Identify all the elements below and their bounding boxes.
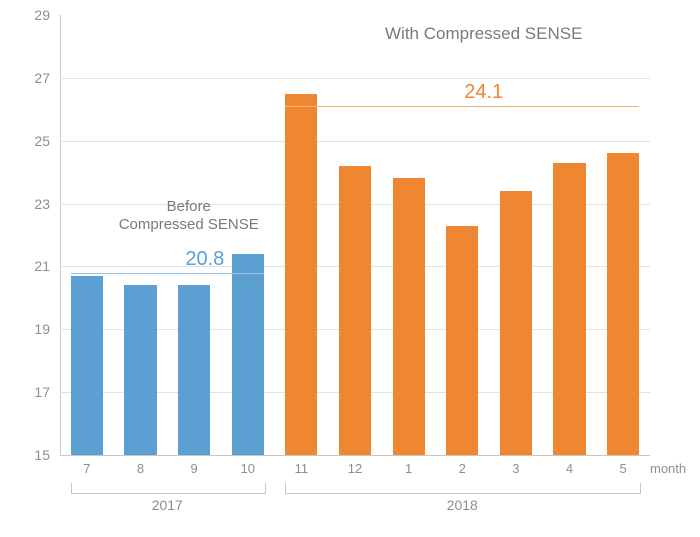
y-tick-label: 29 xyxy=(34,7,60,23)
bar-orange xyxy=(393,178,425,455)
y-tick-label: 21 xyxy=(34,258,60,274)
section-label: With Compressed SENSE xyxy=(385,24,582,44)
section-label: BeforeCompressed SENSE xyxy=(119,198,259,234)
bar-orange xyxy=(446,226,478,455)
avg-value-label: 20.8 xyxy=(185,248,224,271)
x-group-label: 2018 xyxy=(447,497,478,513)
y-tick-label: 25 xyxy=(34,133,60,149)
x-tick-label: 11 xyxy=(295,455,309,476)
x-tick-label: 5 xyxy=(620,455,627,476)
x-tick-label: 8 xyxy=(137,455,144,476)
y-axis-line xyxy=(60,15,61,455)
x-group-bracket xyxy=(285,483,641,494)
x-group-label: 2017 xyxy=(152,497,183,513)
bar-blue xyxy=(71,276,103,455)
x-tick-label: 3 xyxy=(512,455,519,476)
x-tick-label: 9 xyxy=(190,455,197,476)
x-axis-title: month xyxy=(650,461,686,476)
avg-line xyxy=(71,273,264,274)
y-tick-label: 19 xyxy=(34,321,60,337)
bar-blue xyxy=(232,254,264,455)
x-tick-label: 4 xyxy=(566,455,573,476)
x-tick-label: 7 xyxy=(83,455,90,476)
gridline xyxy=(60,141,650,142)
bar-blue xyxy=(124,285,156,455)
y-tick-label: 15 xyxy=(34,447,60,463)
x-tick-label: 2 xyxy=(459,455,466,476)
y-tick-label: 27 xyxy=(34,70,60,86)
bar-orange xyxy=(285,94,317,455)
avg-value-label: 24.1 xyxy=(464,81,503,104)
x-group-bracket xyxy=(71,483,266,494)
bar-orange xyxy=(500,191,532,455)
y-tick-label: 17 xyxy=(34,384,60,400)
y-tick-label: 23 xyxy=(34,196,60,212)
x-tick-label: 1 xyxy=(405,455,412,476)
chart-container: 151719212325272920.824.1BeforeCompressed… xyxy=(0,0,700,537)
x-tick-label: 10 xyxy=(240,455,254,476)
bar-orange xyxy=(553,163,585,455)
gridline xyxy=(60,78,650,79)
bar-blue xyxy=(178,285,210,455)
bar-orange xyxy=(607,153,639,455)
avg-line xyxy=(285,106,639,107)
plot-area: 151719212325272920.824.1BeforeCompressed… xyxy=(60,15,650,455)
bar-orange xyxy=(339,166,371,455)
x-tick-label: 12 xyxy=(348,455,362,476)
